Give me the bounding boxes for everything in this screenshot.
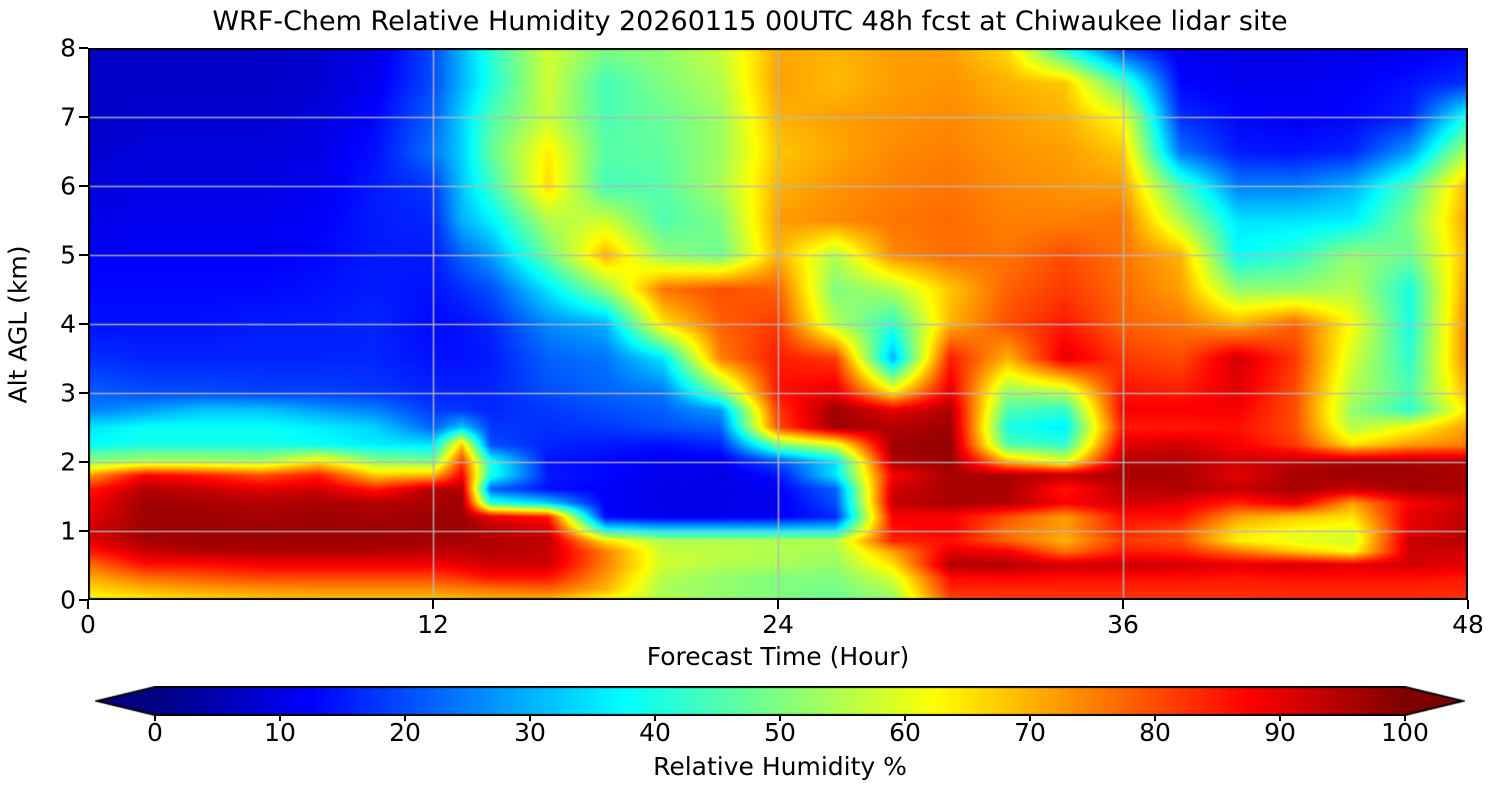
y-tick-mark: [79, 116, 88, 118]
colorbar-tick-mark: [1279, 715, 1281, 721]
y-tick-mark: [79, 530, 88, 532]
colorbar-tick-label: 90: [1264, 718, 1296, 747]
y-tick-mark: [79, 599, 88, 601]
y-tick-label: 4: [60, 309, 76, 339]
y-tick-label: 1: [60, 516, 76, 546]
x-tick-label: 12: [417, 610, 449, 639]
colorbar-tick-label: 0: [147, 718, 163, 747]
colorbar-tick-mark: [1029, 715, 1031, 721]
y-tick-label: 8: [60, 33, 76, 63]
y-tick-label: 0: [60, 585, 76, 615]
x-tick-mark: [1122, 600, 1124, 609]
colorbar-tick-mark: [779, 715, 781, 721]
colorbar-tick-label: 100: [1381, 718, 1429, 747]
x-axis-label: Forecast Time (Hour): [646, 642, 910, 671]
colorbar-tick-mark: [904, 715, 906, 721]
y-axis-label: Alt AGL (km): [3, 245, 33, 404]
x-tick-label: 48: [1452, 610, 1484, 639]
y-tick-mark: [79, 392, 88, 394]
y-tick-label: 7: [60, 102, 76, 132]
y-tick-label: 3: [60, 378, 76, 408]
x-tick-mark: [777, 600, 779, 609]
x-tick-label: 36: [1107, 610, 1139, 639]
colorbar-tick-label: 10: [264, 718, 296, 747]
colorbar-tick-label: 70: [1014, 718, 1046, 747]
plot-area: [88, 48, 1468, 600]
colorbar-canvas: [95, 686, 1465, 716]
y-tick-mark: [79, 254, 88, 256]
y-tick-label: 5: [60, 240, 76, 270]
x-tick-mark: [432, 600, 434, 609]
colorbar-tick-mark: [1404, 715, 1406, 721]
x-tick-mark: [87, 600, 89, 609]
y-tick-label: 2: [60, 447, 76, 477]
chart-title: WRF-Chem Relative Humidity 20260115 00UT…: [212, 6, 1288, 37]
colorbar-tick-label: 80: [1139, 718, 1171, 747]
colorbar-tick-label: 50: [764, 718, 796, 747]
colorbar-tick-mark: [404, 715, 406, 721]
x-tick-label: 0: [80, 610, 96, 639]
colorbar-tick-label: 20: [389, 718, 421, 747]
colorbar-tick-label: 60: [889, 718, 921, 747]
x-tick-mark: [1467, 600, 1469, 609]
colorbar-label: Relative Humidity %: [653, 752, 907, 781]
colorbar-tick-mark: [529, 715, 531, 721]
y-tick-mark: [79, 185, 88, 187]
colorbar-tick-mark: [279, 715, 281, 721]
heatmap-canvas: [88, 48, 1468, 600]
y-tick-mark: [79, 323, 88, 325]
colorbar-tick-label: 40: [639, 718, 671, 747]
colorbar-tick-mark: [154, 715, 156, 721]
colorbar-tick-label: 30: [514, 718, 546, 747]
colorbar-tick-mark: [654, 715, 656, 721]
y-tick-mark: [79, 461, 88, 463]
colorbar-tick-mark: [1154, 715, 1156, 721]
x-tick-label: 24: [762, 610, 794, 639]
y-tick-label: 6: [60, 171, 76, 201]
y-tick-mark: [79, 47, 88, 49]
